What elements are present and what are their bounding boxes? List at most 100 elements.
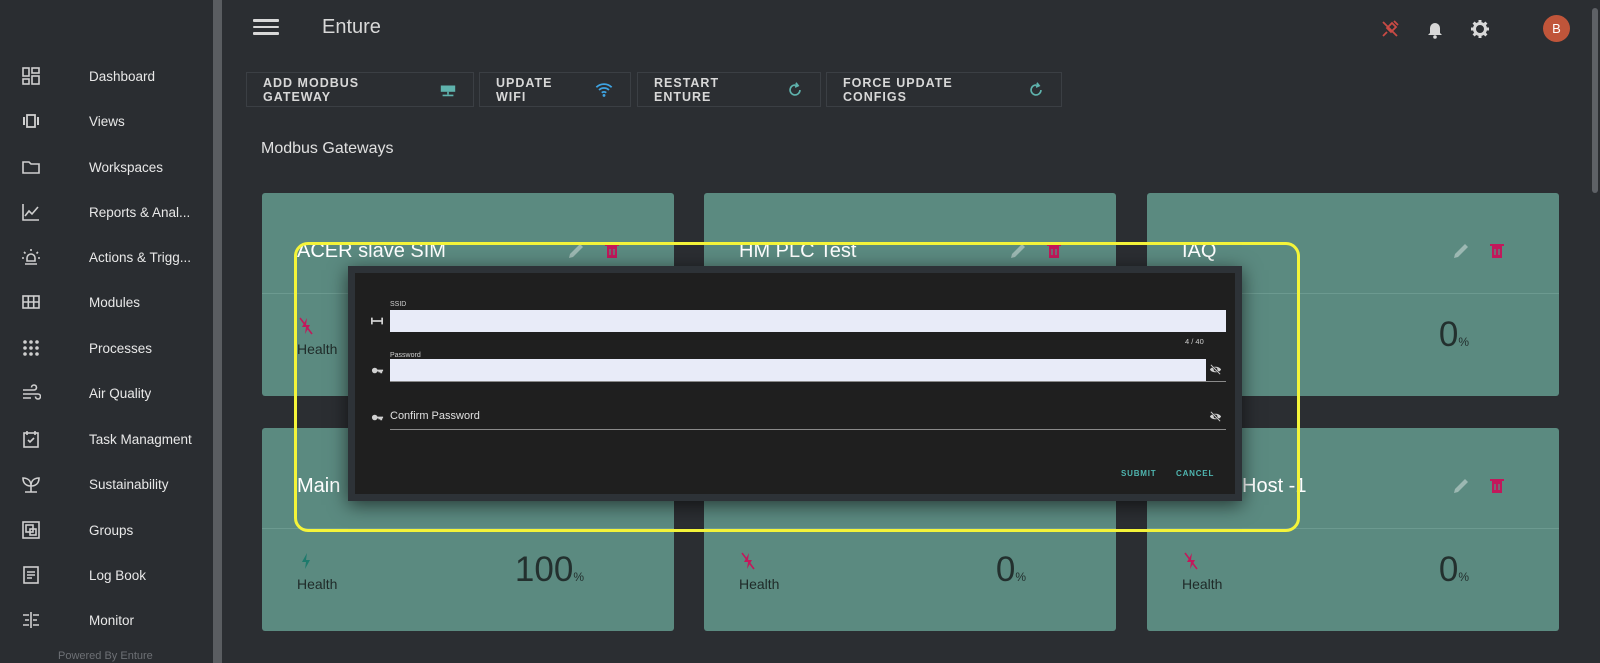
restart-enture-button[interactable]: RESTART ENTURE: [637, 72, 821, 107]
sidebar-item-groups[interactable]: Groups: [0, 510, 213, 550]
health-label: Health: [739, 576, 780, 592]
force-update-configs-button[interactable]: FORCE UPDATE CONFIGS: [826, 72, 1062, 107]
avatar[interactable]: B: [1543, 15, 1570, 42]
password-label: Password: [390, 352, 421, 359]
sidebar-item-label: Task Managment: [89, 431, 192, 447]
card-title: Host -1: [1242, 475, 1307, 497]
delete-icon[interactable]: [602, 241, 622, 261]
logbook-icon: [20, 564, 42, 586]
lightbulb-icon: [20, 246, 42, 268]
ssid-label: SSID: [390, 301, 407, 308]
sidebar-item-sustainability[interactable]: Sustainability: [0, 464, 213, 504]
card-divider: [704, 528, 1116, 529]
sidebar-item-label: Air Quality: [89, 385, 152, 401]
visibility-off-icon[interactable]: [1208, 409, 1222, 423]
folder-icon: [20, 156, 42, 178]
card-divider: [1147, 528, 1559, 529]
delete-icon[interactable]: [1487, 476, 1507, 496]
page-scrollbar[interactable]: [1590, 0, 1600, 663]
sidebar-item-workspaces[interactable]: Workspaces: [0, 147, 213, 187]
card-title: HM PLC Test: [739, 240, 857, 262]
disconnected-plug-icon[interactable]: [1379, 18, 1401, 40]
health-offline-icon: [741, 552, 755, 570]
health-label: Health: [1182, 576, 1223, 592]
app-title: Enture: [322, 16, 381, 38]
update-wifi-button[interactable]: UPDATE WIFI: [479, 72, 631, 107]
sidebar-item-dashboard[interactable]: Dashboard: [0, 56, 213, 96]
leaf-icon: [20, 473, 42, 495]
gear-icon[interactable]: [1469, 18, 1491, 40]
powered-by-text: Powered By Enture: [58, 650, 153, 662]
task-icon: [20, 428, 42, 450]
sidebar-item-monitor[interactable]: Monitor: [0, 600, 213, 640]
visibility-off-icon[interactable]: [1208, 362, 1222, 376]
chart-icon: [20, 201, 42, 223]
confirm-password-input[interactable]: Confirm Password: [390, 410, 480, 422]
ssid-input[interactable]: [390, 310, 1226, 332]
sidebar-item-log-book[interactable]: Log Book: [0, 555, 213, 595]
edit-icon[interactable]: [1451, 241, 1471, 261]
grid-icon: [20, 291, 42, 313]
sidebar-item-reports[interactable]: Reports & Anal...: [0, 192, 213, 232]
key-icon: [370, 410, 384, 424]
views-icon: [20, 110, 42, 132]
groups-icon: [20, 519, 42, 541]
edit-icon[interactable]: [1451, 476, 1471, 496]
sidebar-item-processes[interactable]: Processes: [0, 328, 213, 368]
sidebar: Dashboard Views Workspaces Reports & Ana…: [0, 0, 222, 663]
delete-icon[interactable]: [1487, 241, 1507, 261]
health-label: Health: [297, 576, 338, 592]
sidebar-item-label: Log Book: [89, 567, 147, 583]
health-offline-icon: [299, 317, 313, 335]
top-header: Enture B: [231, 0, 1600, 60]
submit-button[interactable]: SUBMIT: [1121, 469, 1157, 478]
password-underline: [390, 381, 1226, 382]
sidebar-item-label: Processes: [89, 340, 153, 356]
update-wifi-dialog: SSID 4 / 40 Password Confirm Password SU…: [348, 266, 1242, 501]
password-input[interactable]: [390, 359, 1206, 381]
wifi-icon: [594, 81, 614, 99]
cancel-button[interactable]: CANCEL: [1176, 469, 1215, 478]
edit-icon[interactable]: [566, 241, 586, 261]
dots-grid-icon: [20, 337, 42, 359]
force-update-configs-label: FORCE UPDATE CONFIGS: [843, 75, 953, 104]
card-title: Main: [297, 475, 341, 497]
sidebar-item-label: Modules: [89, 294, 141, 310]
gateway-icon: [439, 81, 457, 99]
refresh-icon: [1027, 81, 1045, 99]
health-percentage: 100%: [514, 550, 584, 589]
delete-icon[interactable]: [1044, 241, 1064, 261]
sidebar-item-actions[interactable]: Actions & Trigg...: [0, 237, 213, 277]
sidebar-item-label: Workspaces: [89, 159, 164, 175]
add-modbus-gateway-button[interactable]: ADD MODBUS GATEWAY: [246, 72, 474, 107]
health-percentage: 0%: [1438, 550, 1469, 589]
highlight-annotation: [294, 242, 1300, 532]
sidebar-item-views[interactable]: Views: [0, 101, 213, 141]
health-percentage: 0%: [1438, 315, 1469, 354]
restart-icon: [786, 81, 804, 99]
health-online-icon: [302, 553, 310, 569]
add-modbus-gateway-label: ADD MODBUS GATEWAY: [263, 75, 360, 104]
health-percentage: 0%: [995, 550, 1026, 589]
edit-icon[interactable]: [1008, 241, 1028, 261]
sidebar-item-label: Actions & Trigg...: [89, 249, 192, 265]
restart-enture-label: RESTART ENTURE: [654, 75, 720, 104]
update-wifi-label: UPDATE WIFI: [496, 75, 553, 104]
scrollbar-thumb[interactable]: [1592, 8, 1598, 193]
health-label: Health: [297, 341, 338, 357]
section-title: Modbus Gateways: [261, 140, 394, 157]
sidebar-item-modules[interactable]: Modules: [0, 282, 213, 322]
bell-icon[interactable]: [1424, 18, 1446, 40]
card-divider: [262, 528, 674, 529]
health-offline-icon: [1184, 552, 1198, 570]
sidebar-item-task-managment[interactable]: Task Managment: [0, 419, 213, 459]
key-icon: [370, 363, 384, 377]
dashboard-icon: [20, 65, 42, 87]
sidebar-item-air-quality[interactable]: Air Quality: [0, 373, 213, 413]
sidebar-item-label: Groups: [89, 522, 134, 538]
menu-icon[interactable]: [253, 16, 279, 38]
confirm-password-underline: [390, 429, 1226, 430]
air-icon: [20, 382, 42, 404]
ssid-counter: 4 / 40: [1185, 337, 1204, 346]
card-title: ACER slave SIM: [297, 240, 446, 262]
